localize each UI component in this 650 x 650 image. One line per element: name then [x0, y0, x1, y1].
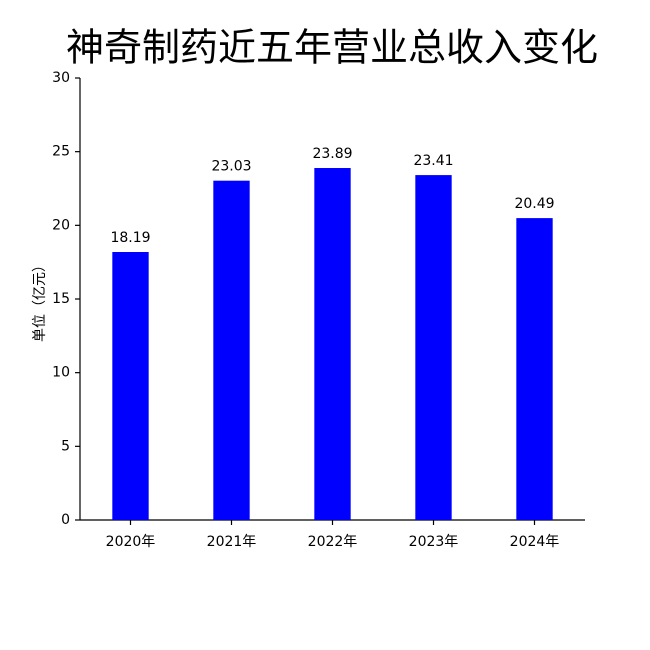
chart-title: 神奇制药近五年营业总收入变化	[66, 26, 598, 70]
x-tick-label: 2021年	[207, 534, 257, 550]
bar	[213, 180, 250, 520]
value-label: 23.89	[312, 146, 352, 162]
x-tick-label: 2023年	[409, 534, 459, 550]
y-tick-label: 20	[52, 217, 70, 233]
value-label: 23.41	[413, 153, 453, 169]
bar	[516, 218, 553, 520]
value-label: 20.49	[514, 196, 554, 212]
x-tick-label: 2022年	[308, 534, 358, 550]
bar	[415, 175, 452, 521]
y-axis-label: 单位（亿元）	[32, 258, 48, 342]
x-tick-label: 2024年	[510, 534, 560, 550]
bar	[112, 252, 149, 520]
bar	[314, 168, 351, 520]
y-tick-label: 0	[61, 512, 70, 528]
y-tick-label: 25	[52, 144, 70, 160]
x-tick-label: 2020年	[106, 534, 156, 550]
value-label: 23.03	[211, 159, 251, 175]
y-tick-label: 30	[52, 70, 70, 86]
y-tick-label: 10	[52, 365, 70, 381]
value-label: 18.19	[110, 230, 150, 246]
y-tick-label: 15	[52, 291, 70, 307]
y-tick-label: 5	[61, 438, 70, 454]
